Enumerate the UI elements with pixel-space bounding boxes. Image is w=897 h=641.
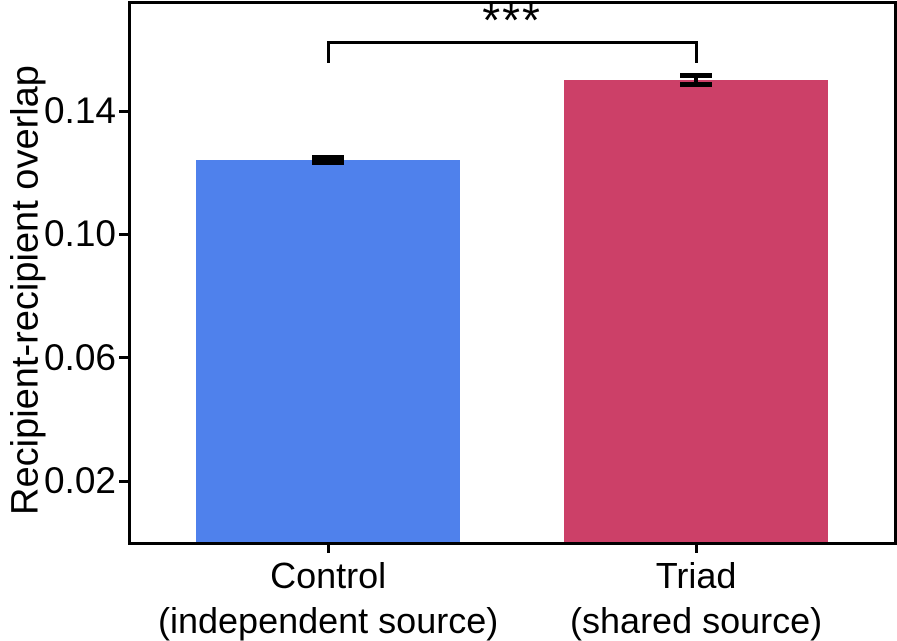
y-tick-mark: [119, 479, 129, 483]
error-bar-cap-bottom-control: [312, 160, 345, 166]
y-tick-mark: [119, 356, 129, 360]
x-category-sublabel: (shared source): [570, 600, 823, 641]
x-category-name: Control: [270, 555, 387, 596]
x-tick-mark-control: [326, 543, 330, 553]
y-tick-label: 0.10: [43, 213, 116, 255]
error-bar-line-triad: [694, 75, 699, 85]
x-category-label-control: Control (independent source): [78, 553, 578, 641]
bar-triad: [564, 80, 829, 543]
y-tick-label: 0.02: [43, 460, 116, 502]
error-bar-cap-top-triad: [680, 73, 713, 78]
x-tick-mark-triad: [694, 543, 698, 553]
significance-stars: ***: [482, 0, 542, 46]
y-tick-mark: [119, 109, 129, 113]
x-category-sublabel: (independent source): [158, 600, 499, 641]
bar-control: [196, 160, 461, 543]
x-category-name: Triad: [655, 555, 737, 596]
error-bar-cap-top-control: [312, 155, 345, 161]
error-bar-cap-bottom-triad: [680, 82, 713, 88]
significance-bracket: [326, 41, 698, 63]
y-tick-mark: [119, 232, 129, 236]
x-category-label-triad: Triad (shared source): [446, 553, 897, 641]
y-tick-label: 0.14: [43, 90, 116, 131]
y-axis-label: Recipient-recipient overlap: [4, 65, 47, 515]
y-tick-label: 0.06: [43, 336, 116, 378]
